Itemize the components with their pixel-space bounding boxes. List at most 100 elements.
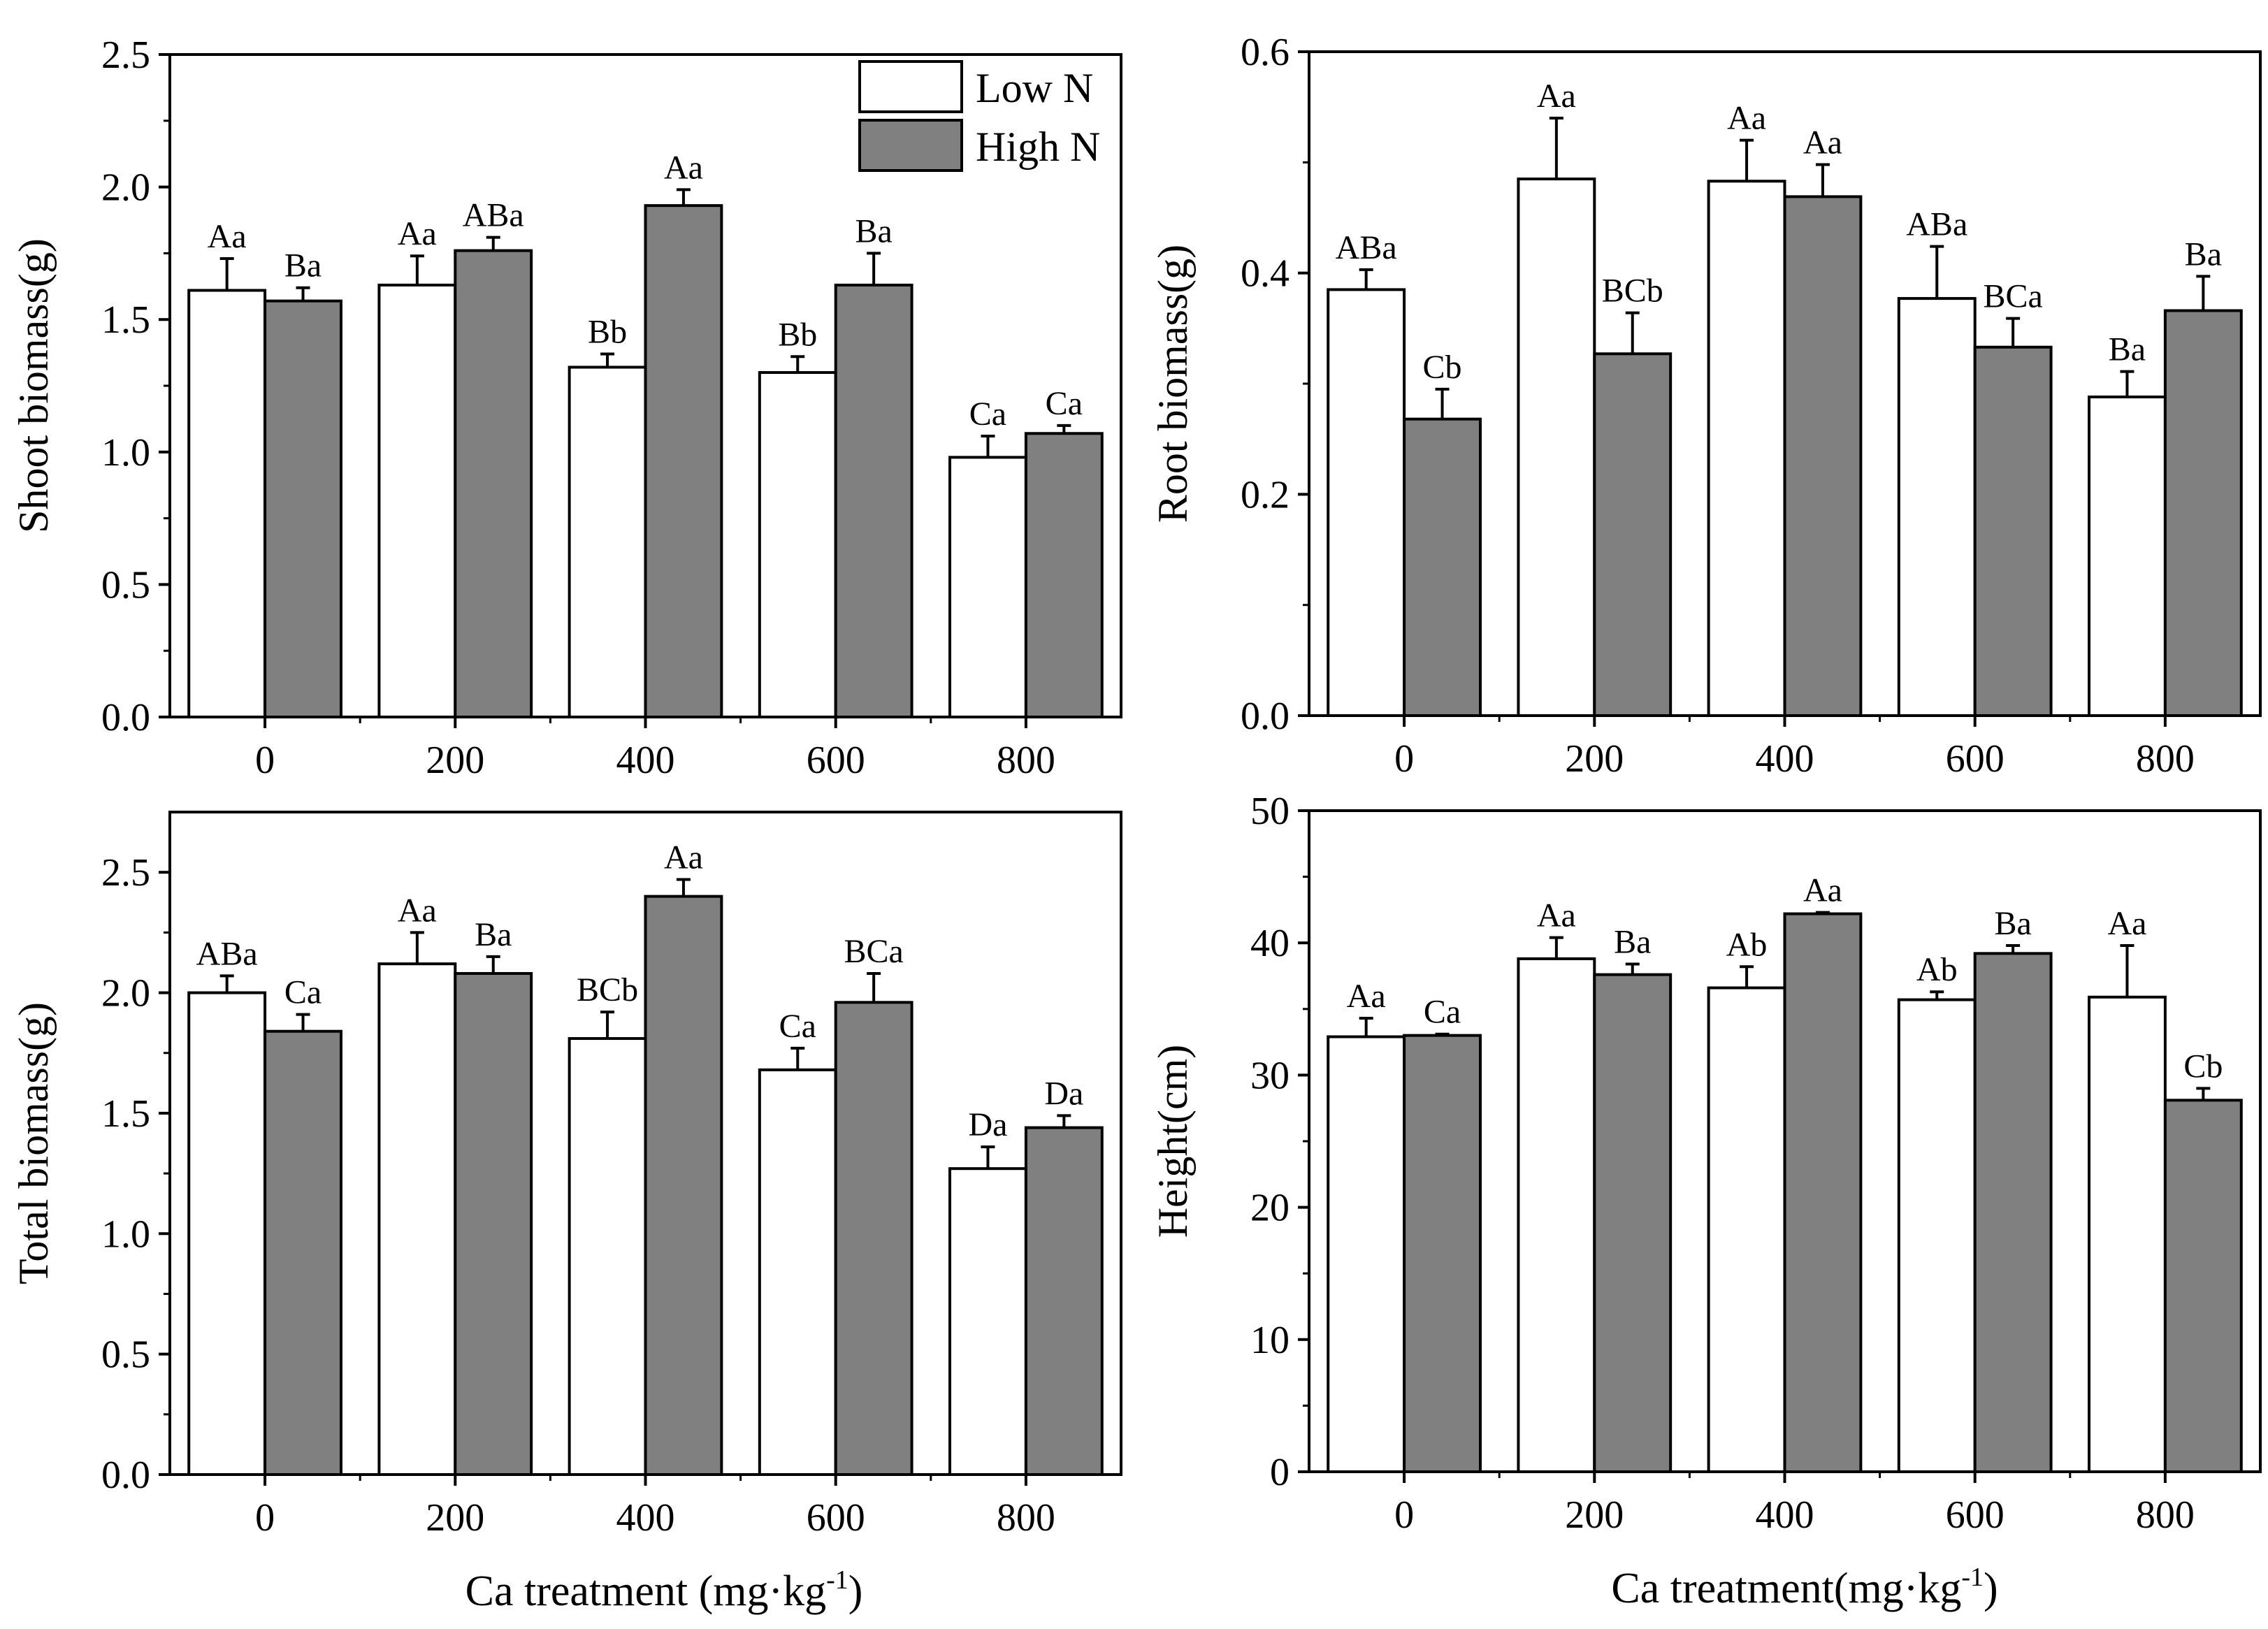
x-tick-label: 600 (1946, 737, 2005, 781)
legend-swatch-high-n (858, 119, 963, 172)
y-axis-title-shoot-biomass: Shoot biomass(g) (10, 238, 57, 533)
bar-high-n (1593, 973, 1673, 1474)
x-tick-label: 200 (1565, 737, 1624, 781)
y-tick-label: 1.0 (101, 431, 150, 475)
bar-low-n (1517, 957, 1596, 1474)
bar-high-n (1403, 1034, 1482, 1473)
y-tick-label: 0.4 (1241, 252, 1290, 296)
y-tick-label: 1.5 (101, 1092, 150, 1136)
bar-high-n (454, 249, 533, 719)
bar-low-n (1707, 180, 1786, 717)
y-tick-label: 2.0 (101, 166, 150, 210)
data-label-low-n: ABa (196, 935, 258, 972)
data-label-low-n: Ba (2109, 331, 2146, 368)
data-label-low-n: ABa (1906, 206, 1967, 243)
y-axis-title-total-biomass: Total biomass(g) (10, 1002, 57, 1284)
y-tick-label: 0.0 (1241, 695, 1290, 738)
data-label-low-n: ABa (1336, 229, 1397, 266)
bar-low-n (1897, 297, 1977, 718)
data-label-high-n: Da (1044, 1075, 1083, 1112)
bar-low-n (1327, 1035, 1406, 1473)
y-axis-title-height: Height(cm) (1150, 1045, 1196, 1238)
x-axis-title-right: Ca treatment(mg·kg-1) (1611, 1563, 1998, 1612)
bar-low-n (1707, 986, 1786, 1473)
x-tick-label: 0 (1394, 1493, 1414, 1537)
y-tick-label: 2.5 (101, 34, 150, 77)
data-label-high-n: BCa (844, 933, 903, 970)
data-label-high-n: Aa (664, 839, 703, 876)
data-label-low-n: Ca (779, 1008, 816, 1045)
x-tick-label: 800 (997, 1496, 1055, 1540)
data-label-high-n: BCb (1602, 273, 1663, 310)
y-tick-label: 40 (1250, 922, 1290, 965)
bar-low-n (377, 962, 457, 1477)
bar-low-n (758, 1068, 837, 1476)
panel-total-biomass: 0.0 0.5 1.0 1.5 2.0 2.5 Total biomass(g) 0 200 40… (10, 811, 1122, 1540)
x-tick-label: 400 (616, 1496, 675, 1540)
data-label-low-n: Aa (1537, 897, 1576, 934)
data-label-low-n: Aa (1727, 100, 1766, 137)
y-tick-label: 30 (1250, 1054, 1290, 1097)
bar-low-n (948, 456, 1027, 718)
data-label-low-n: Ab (1916, 951, 1958, 988)
data-label-low-n: Ca (969, 396, 1006, 433)
data-label-high-n: Ba (475, 916, 512, 953)
bar-low-n (187, 289, 267, 719)
bar-high-n (1973, 345, 2053, 717)
bar-high-n (1973, 952, 2053, 1474)
data-label-high-n: Ba (1994, 905, 2031, 942)
x-tick-label: 800 (2136, 737, 2195, 781)
bar-low-n (1897, 998, 1977, 1473)
bar-low-n (1517, 178, 1596, 718)
data-label-low-n: Aa (398, 215, 437, 252)
y-tick-label: 0.0 (101, 1454, 150, 1497)
x-tick-label: 600 (1946, 1493, 2005, 1537)
bar-low-n (377, 283, 457, 718)
data-label-low-n: Aa (398, 892, 437, 929)
bar-low-n (948, 1167, 1027, 1477)
x-axis-title-left: Ca treatment (mg·kg-1) (465, 1565, 863, 1615)
bar-high-n (263, 1029, 342, 1476)
panel-root-biomass: 0.0 0.2 0.4 0.6 Root biomass(g) 0 200 400 600 800… (1150, 31, 2262, 781)
legend-swatch-low-n (858, 60, 963, 113)
data-label-low-n: Bb (588, 313, 627, 350)
bar-high-n (2163, 1099, 2243, 1473)
data-label-high-n: Ca (1424, 994, 1461, 1031)
data-label-low-n: Aa (1347, 978, 1386, 1015)
y-tick-label: 0.2 (1241, 473, 1290, 516)
bar-high-n (1024, 1126, 1104, 1477)
legend: Low N High N (858, 60, 1100, 172)
y-tick-label: 0.5 (101, 563, 150, 607)
bar-high-n (834, 1001, 913, 1477)
data-label-high-n: Ba (2185, 236, 2222, 273)
x-tick-label: 600 (807, 739, 865, 782)
x-tick-label: 800 (2136, 1493, 2195, 1537)
y-tick-label: 2.0 (101, 972, 150, 1015)
data-label-high-n: Ca (1046, 385, 1083, 422)
x-tick-label: 800 (997, 739, 1055, 782)
bar-low-n (187, 991, 267, 1476)
data-label-low-n: BCb (577, 971, 638, 1008)
y-tick-label: 0.5 (101, 1333, 150, 1377)
bar-high-n (263, 299, 342, 718)
bar-high-n (1593, 352, 1673, 717)
data-label-high-n: Ba (1614, 923, 1651, 960)
bar-low-n (758, 371, 837, 718)
data-label-low-n: Da (968, 1106, 1007, 1143)
y-tick-label: 1.5 (101, 298, 150, 342)
data-label-low-n: Aa (2107, 905, 2146, 942)
data-label-high-n: Aa (664, 149, 703, 186)
y-axis-title-root-biomass: Root biomass(g) (1150, 245, 1196, 523)
bar-low-n (2088, 396, 2167, 717)
bar-high-n (644, 204, 723, 719)
data-label-low-n: Aa (208, 218, 247, 255)
panel-height: 0 10 20 30 40 50 Height(cm) 0 200 400 600 800 Aa Aa Ab… (1150, 790, 2262, 1537)
data-label-low-n: Bb (778, 316, 817, 353)
bar-low-n (568, 365, 647, 718)
x-tick-label: 400 (1756, 1493, 1814, 1537)
y-tick-label: 1.0 (101, 1212, 150, 1256)
data-label-high-n: Ca (284, 974, 322, 1011)
x-tick-label: 200 (1565, 1493, 1624, 1537)
data-label-high-n: BCa (1983, 278, 2042, 315)
